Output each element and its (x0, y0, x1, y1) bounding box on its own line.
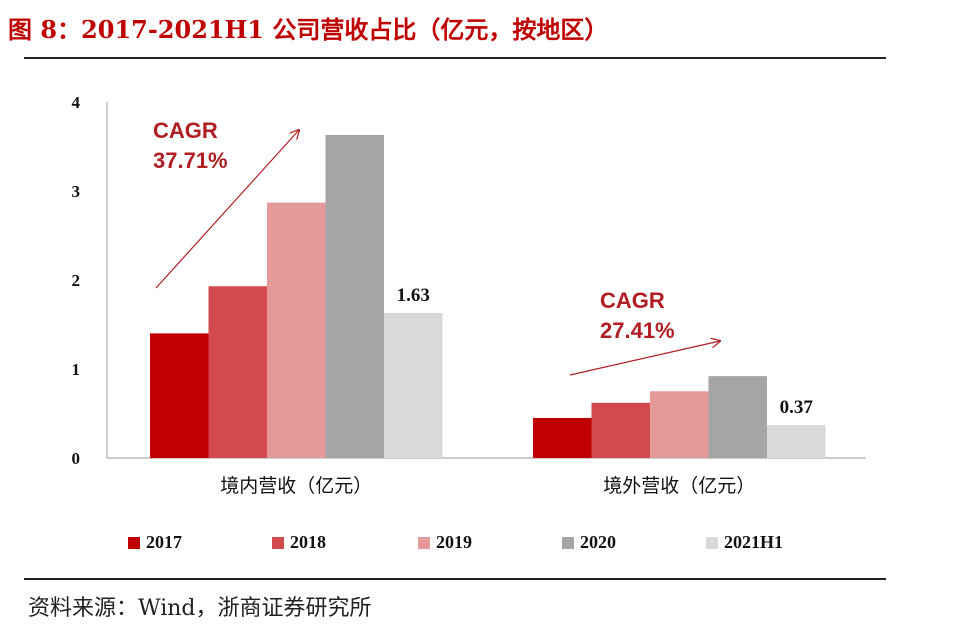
legend-item-2020: 2020 (562, 532, 616, 553)
domestic-cagr-value: 37.71% (153, 148, 228, 173)
overseas-cagr-value: 27.41% (600, 318, 675, 343)
legend-label: 2019 (436, 532, 472, 552)
chart-legend: 2017 2018 2019 2020 2021H1 (0, 532, 958, 558)
top-divider (24, 57, 886, 59)
legend-label: 2018 (290, 532, 326, 552)
domestic-cagr-label: CAGR (153, 118, 218, 143)
legend-label: 2020 (580, 532, 616, 552)
bar-2021h1-overseas (767, 425, 826, 458)
y-tick-label: 0 (72, 449, 81, 468)
overseas-cagr-arrow (569, 341, 720, 376)
y-tick-label: 3 (72, 182, 81, 201)
source-note: 资料来源：Wind，浙商证券研究所 (28, 596, 372, 621)
bar-2019-domestic (267, 202, 326, 458)
bar-2020-overseas (708, 376, 767, 458)
bar-2019-overseas (650, 391, 709, 458)
x-category-label: 境外营收（亿元） (603, 475, 755, 497)
y-tick-label: 1 (72, 360, 81, 379)
data-label: 1.63 (397, 285, 430, 306)
bar-2017-overseas (533, 417, 592, 458)
bottom-divider (24, 578, 886, 580)
y-tick-label: 2 (72, 271, 81, 290)
legend-swatch (418, 536, 430, 549)
chart-title: 图 8：2017-2021H1 公司营收占比（亿元，按地区） (8, 15, 609, 44)
domestic-cagr-annotation: CAGR 37.71% (153, 116, 228, 176)
bar-2017-domestic (150, 333, 209, 458)
legend-item-2021h1: 2021H1 (706, 532, 783, 553)
y-tick-label: 4 (72, 93, 81, 112)
legend-item-2017: 2017 (128, 532, 182, 553)
legend-swatch (272, 536, 284, 549)
legend-item-2019: 2019 (418, 532, 472, 553)
domestic-cagr-arrow (155, 130, 299, 289)
x-category-label: 境内营收（亿元） (220, 475, 372, 497)
bar-2018-domestic (208, 286, 267, 458)
legend-swatch (128, 536, 140, 549)
legend-label: 2017 (146, 532, 182, 552)
overseas-cagr-annotation: CAGR 27.41% (600, 286, 675, 346)
bar-2018-overseas (591, 402, 650, 458)
legend-item-2018: 2018 (272, 532, 326, 553)
data-label: 0.37 (780, 397, 814, 418)
bar-2021h1-domestic (384, 312, 443, 458)
legend-swatch (706, 536, 718, 549)
legend-swatch (562, 536, 574, 549)
legend-label: 2021H1 (724, 532, 784, 552)
bar-2020-domestic (325, 134, 384, 458)
overseas-cagr-label: CAGR (600, 288, 665, 313)
